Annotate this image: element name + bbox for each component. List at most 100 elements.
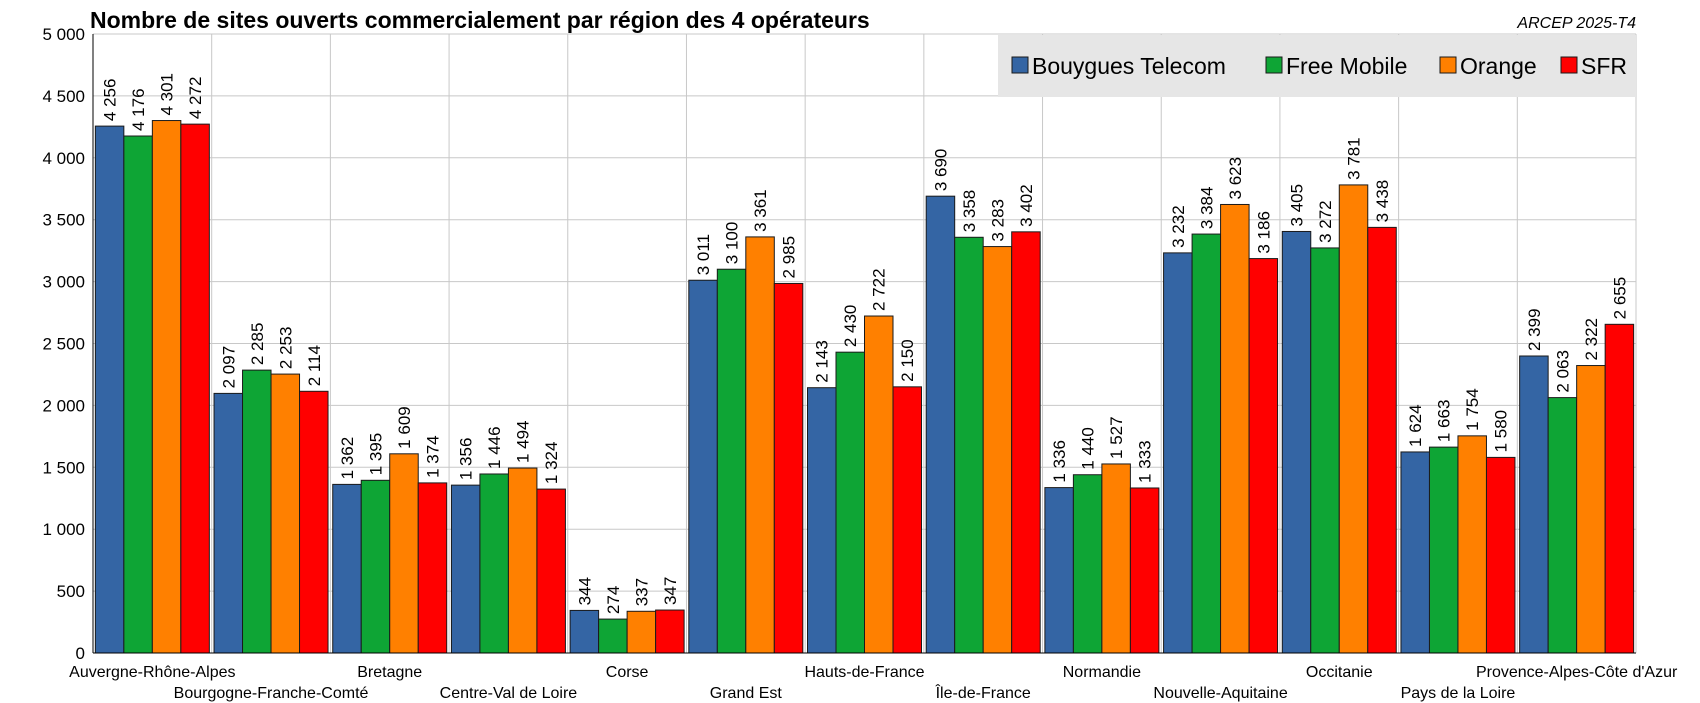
bar-orange [1338, 184, 1369, 654]
data-label: 2 430 [841, 305, 860, 348]
y-tick-label: 5 000 [42, 25, 85, 44]
data-label: 1 324 [542, 442, 561, 485]
chart-source: ARCEP 2025-T4 [1516, 15, 1636, 32]
bar-orange [507, 467, 538, 654]
bar-sfr [1248, 258, 1279, 654]
bar-sfr [655, 609, 685, 654]
x-tick-label: Pays de la Loire [1401, 685, 1516, 702]
data-label: 1 494 [514, 420, 533, 463]
bar-free-mobile [1191, 233, 1222, 654]
axes [92, 34, 1636, 654]
bar-bouygues-telecom [94, 125, 125, 654]
bar-bouygues-telecom [450, 484, 481, 654]
bar-orange [151, 120, 182, 654]
bar-sfr [773, 282, 804, 654]
data-label: 2 114 [305, 345, 324, 386]
y-tick-label: 3 500 [42, 211, 85, 230]
legend-swatch [1560, 56, 1578, 74]
x-tick-label: Hauts-de-France [804, 664, 924, 681]
bar-free-mobile [716, 268, 747, 654]
data-label: 347 [661, 577, 680, 605]
bar-free-mobile [1547, 397, 1578, 654]
bar-free-mobile [242, 369, 272, 654]
bar-bouygues-telecom [1281, 230, 1312, 654]
bar-orange [982, 246, 1013, 654]
y-tick-label: 3 000 [42, 273, 85, 292]
bar-free-mobile [835, 351, 865, 654]
data-label: 4 256 [101, 79, 120, 122]
x-tick-label: Occitanie [1306, 664, 1373, 681]
bar-orange [745, 236, 775, 654]
data-label: 1 446 [485, 426, 504, 469]
y-tick-label: 500 [57, 582, 85, 601]
bar-free-mobile [1072, 474, 1103, 654]
bar-sfr [180, 123, 210, 654]
legend-label: Bouygues Telecom [1032, 53, 1226, 79]
bar-bouygues-telecom [1163, 252, 1193, 654]
bar-sfr [1129, 487, 1160, 654]
data-label: 1 754 [1463, 388, 1482, 431]
data-label: 1 440 [1079, 427, 1098, 470]
data-labels: 4 256 2 097 1 362 1 356 344 3 011 2 143 3 690 1 … [101, 73, 1630, 614]
category-separators [211, 34, 1637, 653]
data-label: 3 186 [1254, 211, 1273, 254]
data-label: 2 722 [870, 268, 889, 311]
data-label: 2 253 [276, 327, 295, 370]
x-tick-label: Normandie [1063, 664, 1141, 681]
data-label: 3 438 [1373, 180, 1392, 223]
legend-label: Orange [1460, 53, 1537, 79]
bar-free-mobile [1310, 247, 1340, 654]
data-label: 3 232 [1169, 205, 1188, 248]
x-tick-label: Provence-Alpes-Côte d'Azur [1476, 664, 1678, 681]
data-label: 1 356 [457, 438, 476, 481]
bar-sfr [536, 488, 566, 654]
data-label: 3 690 [931, 149, 950, 192]
x-axis-labels: Auvergne-Rhône-Alpes Bourgogne-Franche-Co… [69, 664, 1678, 702]
bar-free-mobile [1428, 446, 1459, 654]
data-label: 1 333 [1136, 440, 1155, 483]
data-label: 337 [632, 578, 651, 606]
data-label: 3 623 [1226, 157, 1245, 200]
x-tick-label: Corse [606, 664, 649, 681]
data-label: 1 624 [1406, 404, 1425, 447]
data-label: 1 336 [1050, 440, 1069, 483]
data-label: 1 362 [338, 437, 357, 480]
y-tick-label: 4 000 [42, 149, 85, 168]
bar-sfr [417, 482, 448, 654]
bar-bouygues-telecom [1044, 487, 1074, 654]
bar-free-mobile [479, 473, 509, 654]
x-tick-label: Centre-Val de Loire [440, 685, 578, 702]
legend-swatch [1011, 56, 1029, 74]
bar-free-mobile [123, 135, 153, 654]
x-tick-label: Auvergne-Rhône-Alpes [69, 664, 235, 681]
bar-orange [864, 315, 894, 654]
chart-title: Nombre de sites ouverts commercialement … [90, 7, 870, 33]
data-label: 2 985 [780, 236, 799, 279]
bar-sfr [1011, 231, 1041, 654]
y-axis-ticks: 0 500 1 000 1 500 2 000 2 500 3 000 3 500 4 000 4… [42, 25, 85, 663]
y-tick-label: 4 500 [42, 87, 85, 106]
y-tick-label: 2 500 [42, 335, 85, 354]
bar-free-mobile [360, 479, 391, 654]
data-label: 2 143 [813, 340, 832, 383]
data-label: 3 402 [1017, 184, 1036, 227]
data-label: 3 781 [1345, 137, 1364, 180]
data-label: 2 655 [1610, 277, 1629, 320]
x-tick-label: Île-de-France [935, 683, 1031, 702]
y-tick-label: 0 [76, 644, 85, 663]
data-label: 344 [575, 577, 594, 605]
bar-orange [1576, 365, 1606, 654]
data-label: 3 011 [694, 234, 713, 275]
data-label: 1 609 [395, 406, 414, 449]
x-tick-label: Bretagne [357, 664, 422, 681]
y-tick-label: 2 000 [42, 396, 85, 415]
legend-swatch [1265, 56, 1283, 74]
data-label: 3 283 [988, 199, 1007, 242]
data-label: 2 322 [1582, 318, 1601, 361]
bar-free-mobile [598, 618, 628, 654]
data-label: 3 100 [723, 222, 742, 265]
data-label: 3 384 [1197, 187, 1216, 230]
data-label: 1 395 [366, 433, 385, 476]
